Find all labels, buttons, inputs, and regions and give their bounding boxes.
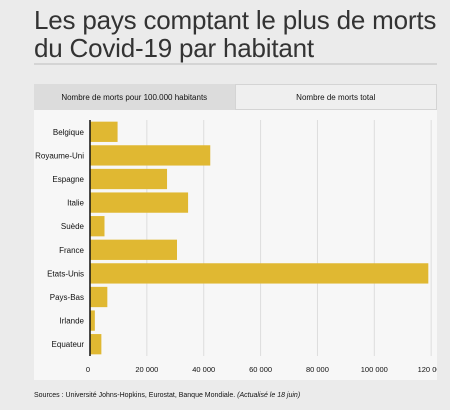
bar (90, 192, 189, 213)
bar-chart: Belgique Royaume-Uni Espagne Italie Suède Fra… (35, 120, 437, 374)
category-label: Espagne (52, 175, 84, 184)
x-tick-label: 100 000 (361, 365, 388, 374)
bar (90, 286, 108, 308)
bar (90, 121, 118, 142)
category-label: Italie (67, 199, 84, 208)
chart-panel: Belgique Royaume-Uni Espagne Italie Suède Fra… (34, 110, 437, 380)
category-label: Suède (61, 222, 85, 231)
category-label: Royaume-Uni (35, 151, 84, 160)
bar (90, 263, 429, 284)
category-label: Irlande (60, 317, 85, 326)
bar (90, 310, 95, 331)
source-note: Sources : Université Johns-Hopkins, Euro… (34, 392, 444, 399)
bar (90, 168, 168, 190)
x-tick-label: 0 (86, 365, 90, 374)
x-tick-label: 60 000 (249, 365, 272, 374)
x-tick-label: 120 000 (418, 365, 437, 374)
x-tick-label: 20 000 (135, 365, 158, 374)
bar (90, 334, 102, 355)
x-tick-label: 80 000 (306, 365, 329, 374)
metric-tabs: Nombre de morts pour 100.000 habitants N… (34, 84, 437, 110)
category-label: Etats-Unis (47, 269, 84, 278)
bar (90, 216, 105, 237)
bar (90, 145, 211, 166)
category-label: Equateur (52, 340, 85, 349)
chart-title: Les pays comptant le plus de morts du Co… (34, 5, 437, 63)
category-label: Pays-Bas (50, 293, 84, 302)
source-text: Sources : Université Johns-Hopkins, Euro… (34, 392, 236, 399)
bar (90, 239, 177, 260)
category-label: France (59, 246, 84, 255)
x-tick-label: 40 000 (192, 365, 215, 374)
update-note: (Actualisé le 18 juin) (237, 392, 301, 399)
tab-total-deaths[interactable]: Nombre de morts total (234, 84, 437, 110)
title-divider (34, 63, 437, 65)
category-label: Belgique (53, 128, 85, 137)
tab-deaths-per-100k[interactable]: Nombre de morts pour 100.000 habitants (34, 84, 235, 110)
